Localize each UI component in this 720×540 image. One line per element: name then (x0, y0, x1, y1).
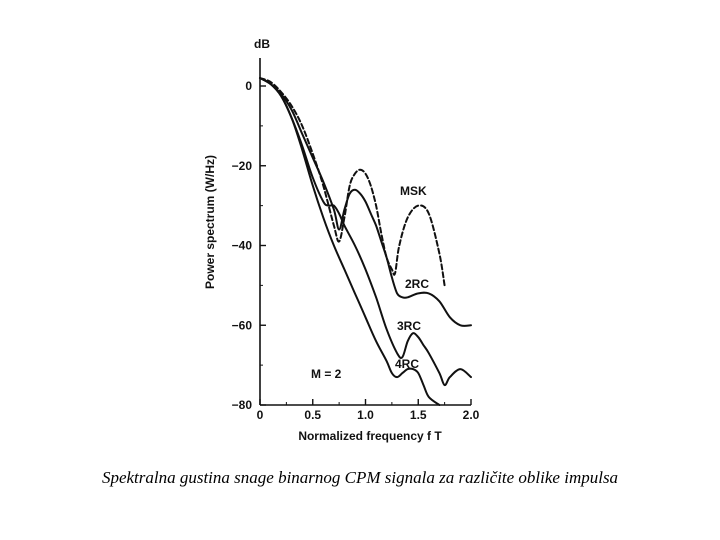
series-line-3rc (259, 77, 472, 387)
x-tick-label: 0 (257, 408, 264, 422)
label-3rc: 3RC (397, 319, 421, 333)
x-axis-title: Normalized frequency f T (298, 429, 442, 443)
x-tick-label: 1.5 (410, 408, 427, 422)
label-4rc: 4RC (395, 357, 419, 371)
series-line-2rc (259, 77, 472, 327)
y-tick-label: −40 (232, 239, 253, 253)
x-tick-label: 2.0 (463, 408, 480, 422)
y-tick-label: 0 (245, 79, 252, 93)
label-2rc: 2RC (405, 277, 429, 291)
series-line-msk (259, 77, 446, 287)
y-axis-title: Power spectrum (W/Hz) (203, 155, 217, 289)
chart-ticks: 0 −20 −40 −60 −80 0 0.5 1.0 1.5 2.0 (232, 79, 480, 422)
label-msk: MSK (400, 184, 427, 198)
chart-labels: dB Normalized frequency f T Power spectrum… (203, 37, 442, 443)
y-tick-label: −80 (232, 398, 253, 412)
y-unit-label: dB (254, 37, 270, 51)
x-tick-label: 0.5 (304, 408, 321, 422)
label-m-equals-2: M = 2 (311, 367, 342, 381)
series-line-4rc (259, 77, 441, 406)
chart-series (259, 77, 472, 406)
x-tick-label: 1.0 (357, 408, 374, 422)
power-spectrum-chart: 0 −20 −40 −60 −80 0 0.5 1.0 1.5 2.0 dB Normalized … (203, 37, 480, 443)
y-tick-label: −20 (232, 159, 253, 173)
figure-caption: Spektralna gustina snage binarnog CPM si… (101, 468, 619, 487)
y-tick-label: −60 (232, 318, 253, 332)
